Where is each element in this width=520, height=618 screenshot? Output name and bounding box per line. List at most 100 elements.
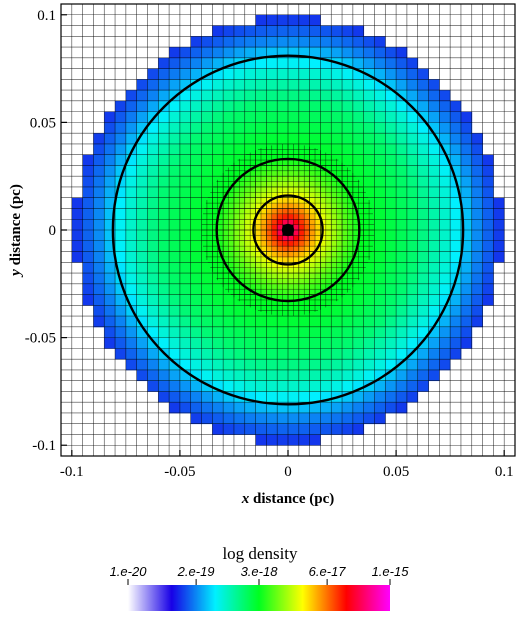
density-cell [309,278,316,285]
density-cell [298,36,311,48]
density-cell [417,186,429,199]
density-cell [406,111,419,123]
density-cell [293,208,300,215]
density-cell [331,240,338,247]
density-cell [260,273,267,279]
density-cell [223,402,235,414]
density-cell [358,203,365,209]
density-cell [331,246,338,252]
density-cell [396,359,408,371]
density-cell [271,256,278,263]
density-cell [223,359,235,371]
x-axis-label: x distance (pc) [241,491,335,507]
density-cell [233,246,240,252]
density-cell [417,143,429,156]
density-cell [374,326,386,339]
density-cell [406,251,419,263]
density-cell [396,165,408,177]
density-cell [190,111,202,123]
density-cell [179,283,192,295]
density-cell [158,176,170,188]
density-cell [315,262,321,269]
density-cell [406,369,419,382]
density-cell [450,133,462,145]
density-cell [244,165,251,172]
density-cell [309,79,321,91]
density-cell [125,133,138,145]
density-cell [266,423,278,435]
density-cell [271,197,278,204]
density-cell [374,68,386,80]
density-cell [439,111,451,123]
density-cell [309,224,316,231]
density-cell [325,240,332,247]
density-cell [417,305,429,317]
density-cell [315,299,321,306]
density-cell [179,348,192,360]
density-cell [158,68,170,80]
density-cell [363,165,375,177]
density-cell [169,294,181,306]
density-cell [125,197,138,209]
density-cell [309,122,321,134]
density-cell [271,213,278,220]
density-cell [244,47,256,59]
density-cell [233,170,240,177]
density-cell [288,423,300,435]
density-cell [233,111,246,123]
density-cell [293,262,300,269]
density-cell [298,262,305,269]
density-cell [271,278,278,285]
density-cell [277,47,289,59]
density-cell [482,294,494,306]
density-cell [342,262,348,269]
density-cell [304,149,311,156]
density-cell [282,224,289,231]
density-cell [396,100,408,113]
density-cell [336,170,343,177]
density-cell [271,143,278,150]
density-cell [352,219,359,226]
density-cell [374,90,386,102]
density-cell [266,154,273,161]
density-cell [304,165,311,172]
density-cell [244,224,251,231]
density-cell [255,380,267,392]
density-cell [347,181,354,188]
density-cell [260,305,267,312]
density-cell [298,192,305,199]
density-cell [277,278,283,285]
density-cell [342,197,348,204]
density-cell [325,262,332,269]
density-cell [190,176,202,188]
density-cell [288,90,300,102]
density-cell [342,251,348,258]
density-cell [212,165,224,177]
density-cell [325,160,332,166]
density-cell [223,213,229,220]
density-cell [352,224,359,231]
density-cell [228,246,235,252]
density-cell [147,208,159,220]
density-cell [223,305,235,317]
density-cell [471,154,483,166]
density-cell [260,165,267,172]
density-cell [271,170,278,177]
density-cell [336,192,343,199]
density-contour [111,54,465,406]
density-cell [260,208,267,215]
density-cell [277,224,283,231]
density-cell [288,402,300,414]
density-cell [325,278,332,285]
density-cell [239,192,246,199]
density-cell [471,197,483,209]
density-cell [206,224,213,231]
density-cell [417,176,429,188]
density-cell [406,380,419,392]
density-cell [471,283,483,295]
density-cell [115,230,127,242]
density-cell [369,251,375,258]
density-cell [352,90,365,102]
density-cell [320,68,332,80]
density-cell [282,197,289,204]
